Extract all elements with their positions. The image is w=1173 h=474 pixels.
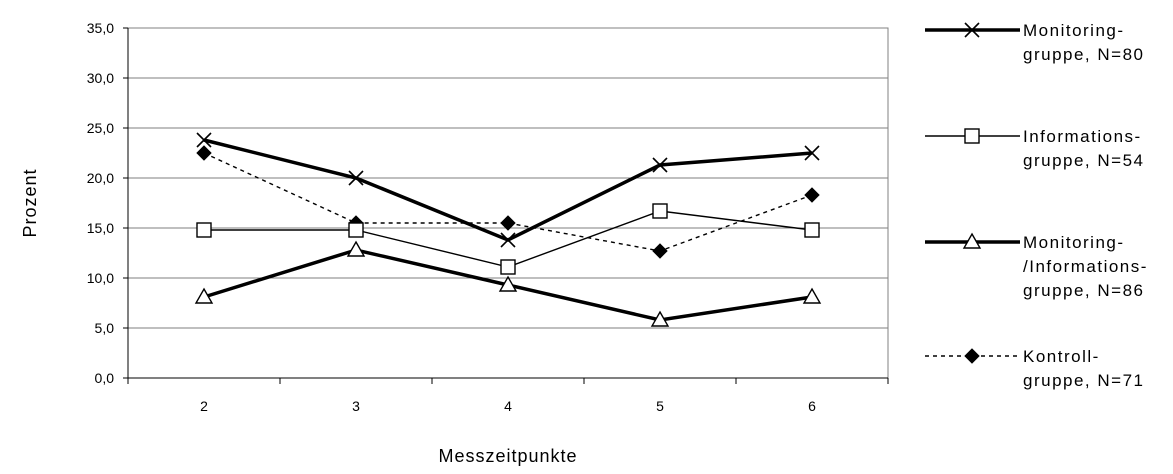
plot-area — [127, 27, 889, 379]
y-axis-label: Prozent — [20, 168, 40, 237]
y-tick-labels: 0,0 5,0 10,0 15,0 20,0 25,0 30,0 35,0 — [87, 20, 114, 386]
data-point-monitoring_information — [346, 240, 366, 257]
x-tick-label: 6 — [808, 398, 816, 414]
y-tick-label: 0,0 — [95, 370, 115, 386]
data-point-monitoring — [500, 232, 516, 248]
legend-marker — [964, 348, 980, 364]
data-point-information — [196, 222, 212, 238]
x-tick-label: 2 — [200, 398, 208, 414]
data-point-monitoring — [348, 170, 364, 186]
data-point-monitoring_information — [194, 287, 214, 304]
series-information — [196, 203, 820, 275]
series — [194, 132, 822, 327]
legend-item-information: Informations-gruppe, N=54 — [925, 127, 1145, 170]
x-tick-label: 5 — [656, 398, 664, 414]
y-tick-label: 5,0 — [95, 320, 115, 336]
x-axis-label: Messzeitpunkte — [438, 446, 577, 466]
legend-label: gruppe, N=80 — [1023, 45, 1145, 64]
axes — [123, 27, 889, 384]
legend-label: Kontroll- — [1023, 347, 1100, 366]
data-point-information — [652, 203, 668, 219]
legend-item-monitoring: Monitoring-gruppe, N=80 — [925, 21, 1145, 64]
legend-item-monitoring_information: Monitoring- /Informations-gruppe, N=86 — [925, 232, 1148, 300]
legend-label: /Informations- — [1023, 257, 1148, 276]
data-point-control — [804, 187, 820, 203]
legend-item-control: Kontroll-gruppe, N=71 — [925, 347, 1145, 390]
data-point-monitoring — [804, 145, 820, 161]
y-tick-label: 30,0 — [87, 70, 114, 86]
data-point-monitoring — [196, 132, 212, 148]
y-tick-label: 10,0 — [87, 270, 114, 286]
series-monitoring — [196, 132, 820, 248]
legend-marker — [964, 128, 980, 144]
y-tick-label: 15,0 — [87, 220, 114, 236]
data-point-monitoring_information — [802, 287, 822, 304]
x-tick-labels: 2 3 4 5 6 — [200, 398, 816, 414]
legend-label: Monitoring- — [1023, 233, 1125, 252]
legend-marker — [962, 232, 982, 249]
legend: Monitoring-gruppe, N=80 Informations-grup… — [925, 21, 1148, 390]
data-point-monitoring_information — [650, 310, 670, 327]
series-line-control — [203, 152, 813, 252]
x-tick-label: 4 — [504, 398, 512, 414]
data-point-information — [804, 222, 820, 238]
series-monitoring_information — [194, 240, 822, 327]
y-tick-label: 35,0 — [87, 20, 114, 36]
data-point-monitoring_information — [498, 275, 518, 292]
y-tick-label: 20,0 — [87, 170, 114, 186]
legend-label: gruppe, N=71 — [1023, 371, 1145, 390]
data-point-control — [652, 243, 668, 259]
data-point-monitoring — [652, 157, 668, 173]
data-point-information — [500, 259, 516, 275]
y-tick-label: 25,0 — [87, 120, 114, 136]
data-point-control — [500, 215, 516, 231]
legend-label: gruppe, N=86 — [1023, 281, 1145, 300]
data-point-information — [348, 222, 364, 238]
x-tick-label: 3 — [352, 398, 360, 414]
legend-marker — [964, 22, 980, 38]
legend-label: Informations- — [1023, 127, 1142, 146]
legend-label: Monitoring- — [1023, 21, 1125, 40]
data-point-control — [196, 145, 212, 161]
legend-label: gruppe, N=54 — [1023, 151, 1145, 170]
